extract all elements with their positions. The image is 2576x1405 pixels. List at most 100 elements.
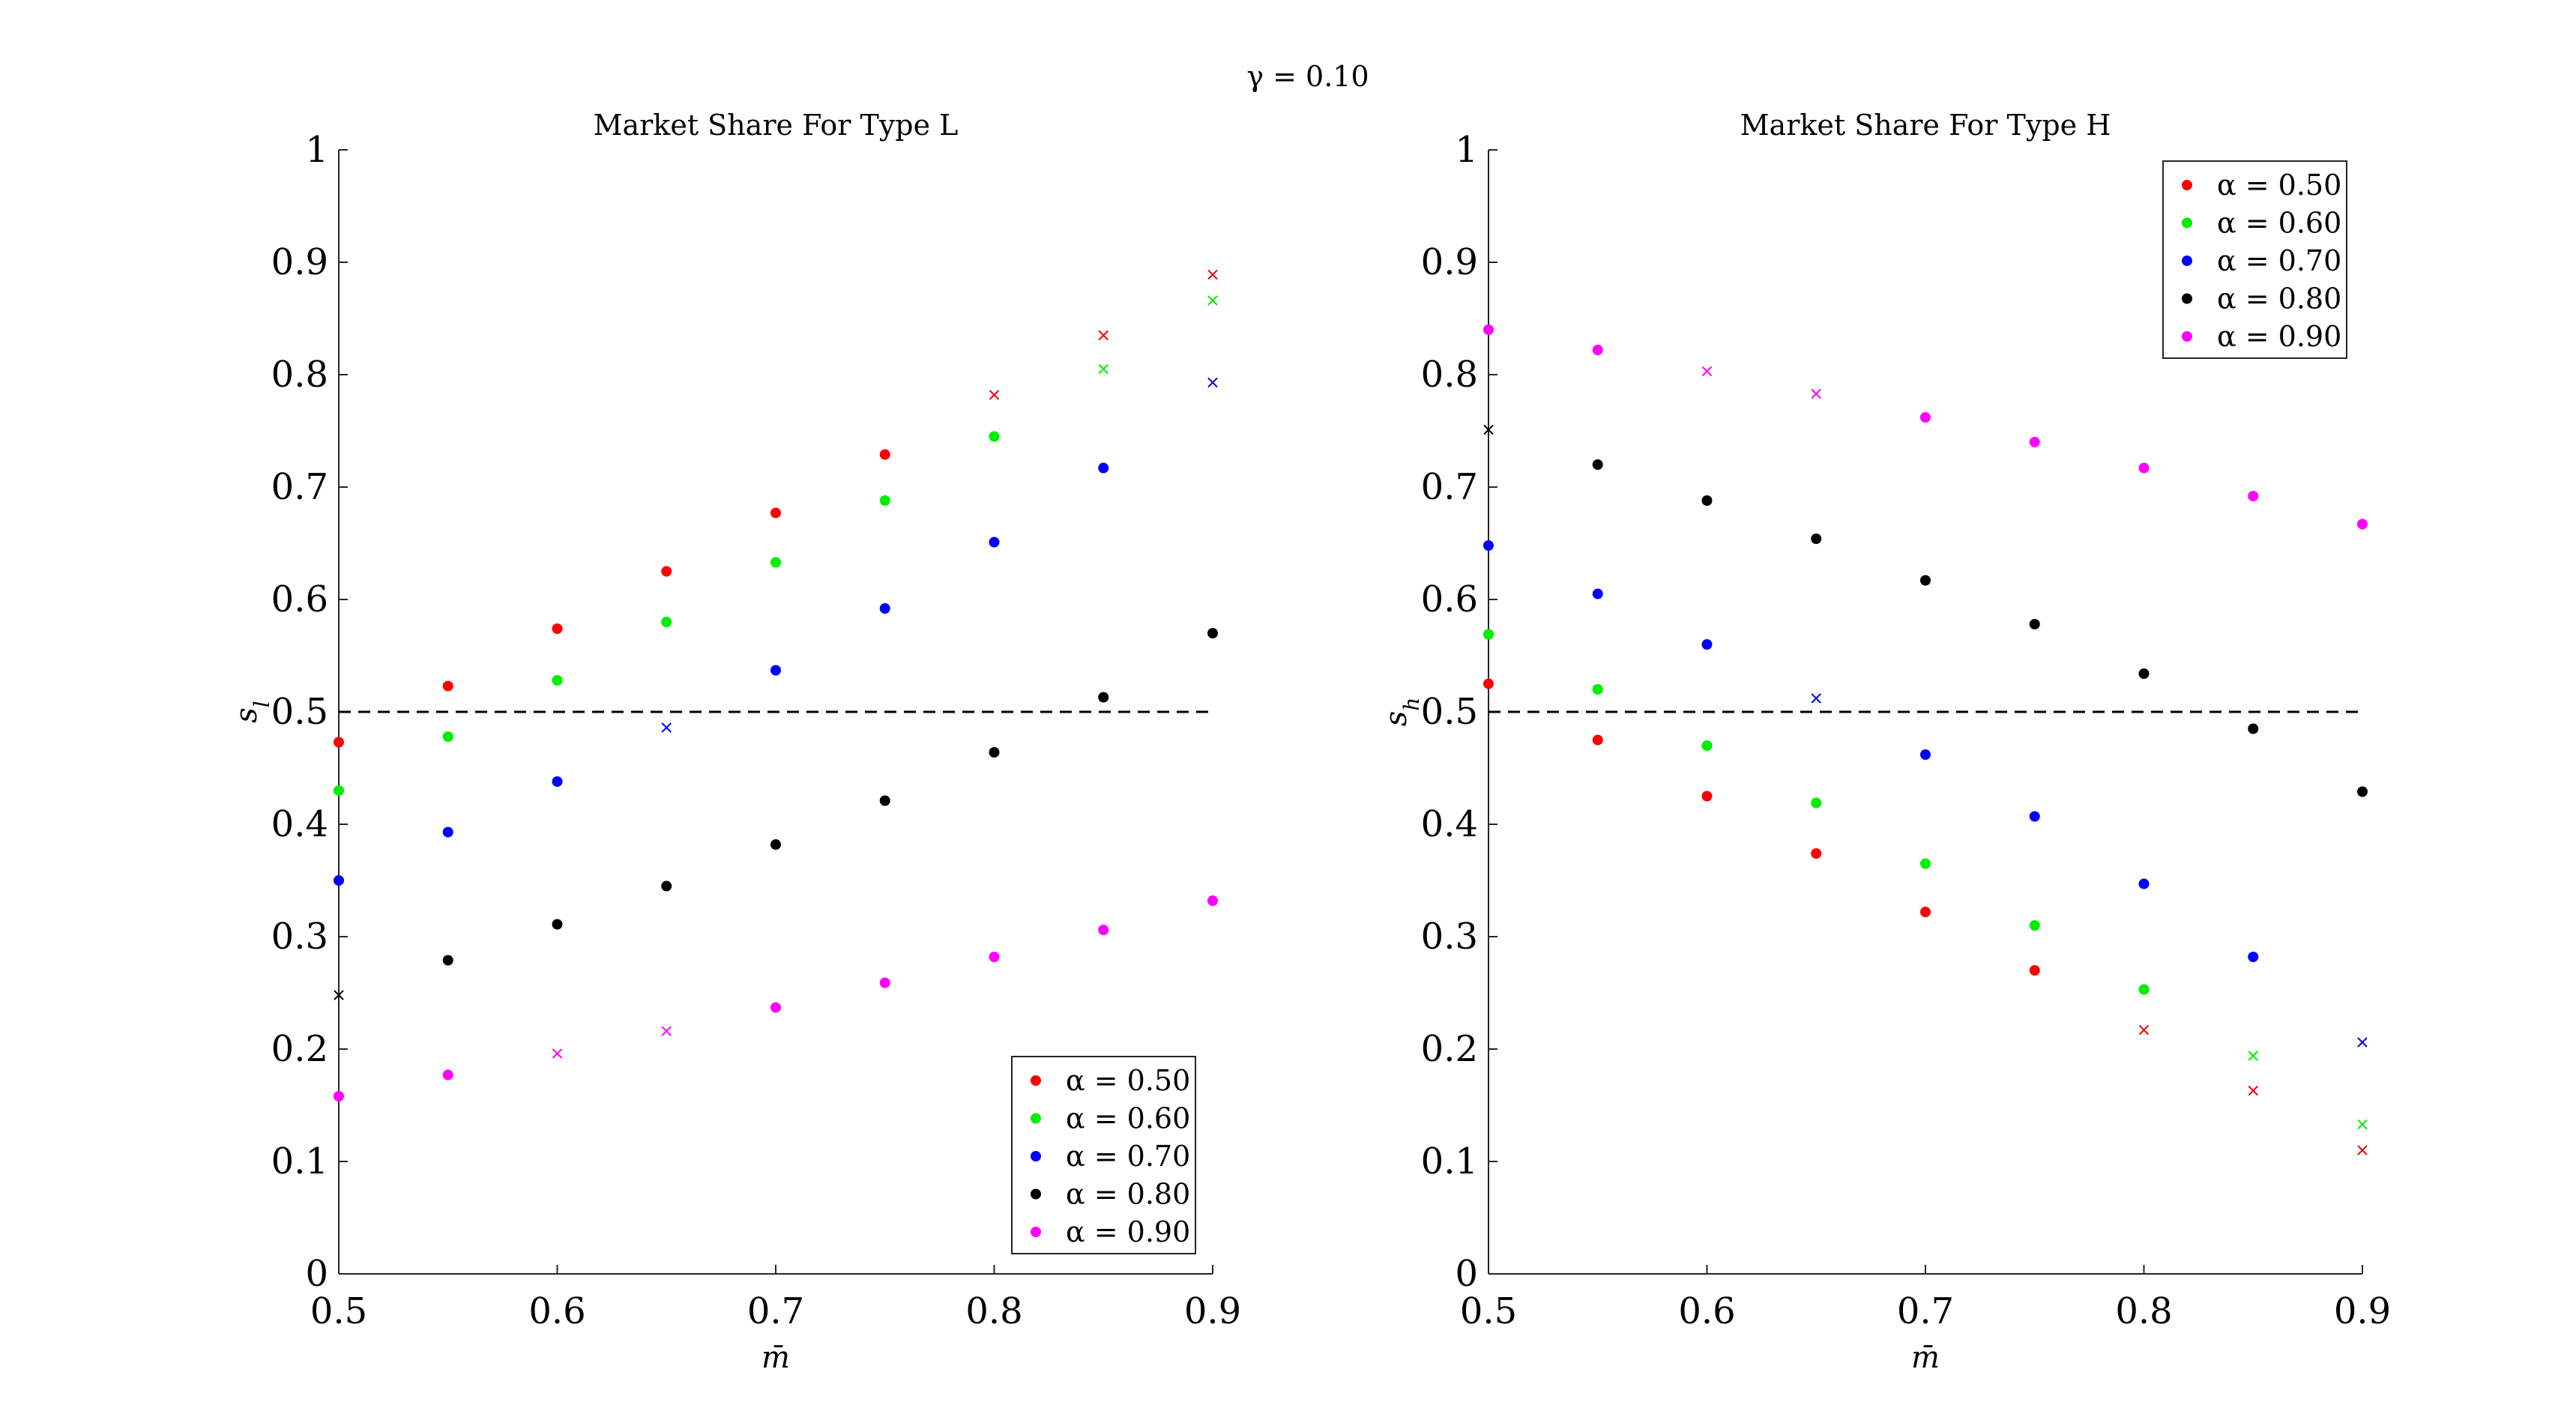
data-point [2248,491,2259,501]
x-tick-label: 0.5 [1460,1290,1517,1332]
y-tick-label: 0.1 [271,1140,328,1182]
data-point [2138,984,2150,995]
legend-marker [1031,1075,1041,1086]
data-point [2248,723,2259,734]
data-point [334,875,344,886]
data-point [1701,495,1713,506]
data-point-cross [2248,1085,2258,1096]
data-point-cross [661,722,672,733]
data-point [770,557,781,568]
data-point [1592,459,1603,470]
legend-marker [2182,217,2192,229]
y-tick-label: 0.5 [1421,691,1478,733]
legend-marker [2182,293,2192,304]
x-axis-label: m̄ [1911,1341,1940,1375]
data-point [442,1069,453,1081]
legend-marker [2182,256,2192,266]
x-axis-label: m̄ [761,1341,790,1375]
y-tick-label: 0.2 [271,1028,328,1070]
x-tick-label: 0.7 [1897,1290,1954,1332]
data-point-cross [2357,1119,2368,1130]
data-point [334,1091,344,1102]
y-tick-label: 0.3 [1421,916,1478,958]
data-point [770,665,781,676]
data-point [989,537,1000,548]
y-tick-label: 1 [1455,129,1478,171]
y-tick-label: 0.7 [271,466,328,508]
data-point-cross [1098,330,1108,341]
x-tick-label: 0.6 [1678,1290,1735,1332]
data-point [2357,786,2368,797]
data-point [1098,925,1109,935]
data-point [2029,437,2040,447]
data-point [1483,678,1494,689]
x-tick-label: 0.6 [528,1290,585,1332]
y-tick-label: 0 [1455,1253,1478,1295]
data-point [989,747,1000,758]
data-point [1920,749,1931,760]
data-point [879,603,890,614]
chart-title: Market Share For Type H [1740,109,2111,142]
data-point-cross [1701,366,1713,377]
legend-label: α = 0.90 [2217,320,2341,353]
x-tick-label: 0.9 [1184,1290,1241,1332]
data-point-cross [2357,1037,2368,1048]
data-point [552,919,563,930]
data-point-cross [1483,424,1494,435]
data-point [2029,965,2040,976]
data-point [1483,540,1494,551]
data-point [442,680,453,692]
data-point [1920,575,1931,586]
data-point [2138,668,2150,679]
legend-label: α = 0.50 [2217,169,2341,202]
legend-label: α = 0.80 [2217,282,2341,315]
data-point [1483,324,1494,335]
y-tick-label: 0.4 [271,803,328,845]
data-point [1592,345,1603,355]
figure-title: γ = 0.10 [1246,60,1369,93]
data-point [2248,952,2259,962]
data-point-cross [1207,295,1218,306]
y-tick-label: 0.8 [1421,354,1478,396]
data-point [1098,692,1109,703]
data-point [1920,858,1931,869]
data-point [770,839,781,850]
data-point-cross [661,1026,672,1036]
data-point [1701,791,1713,802]
data-point [552,623,563,634]
data-point [334,785,344,796]
data-point [1592,734,1603,746]
y-tick-label: 0.9 [1421,241,1478,283]
legend-marker [1031,1151,1041,1161]
data-point [1811,797,1822,809]
data-point [1098,462,1109,474]
data-point [1207,895,1218,906]
data-point [552,776,563,787]
x-tick-label: 0.9 [2334,1290,2391,1332]
legend-marker [1031,1227,1041,1237]
data-point-cross [1098,363,1108,375]
data-point-cross [2248,1051,2258,1061]
data-point-cross [1811,693,1821,704]
legend-label: α = 0.60 [1066,1102,1190,1135]
legend-marker [1031,1188,1041,1200]
x-tick-label: 0.8 [965,1290,1022,1332]
data-point [770,1002,781,1013]
legend-label: α = 0.50 [1066,1064,1190,1097]
y-tick-label: 0 [305,1253,328,1295]
y-tick-label: 1 [305,129,328,171]
data-point-cross [334,990,344,1000]
y-tick-label: 0.2 [1421,1028,1478,1070]
data-point-cross [1811,388,1821,399]
data-point [879,977,890,988]
data-point [1811,848,1822,859]
data-point [334,737,344,748]
data-point [552,675,563,686]
x-tick-label: 0.5 [310,1290,367,1332]
data-point [442,955,453,966]
legend-label: α = 0.80 [1066,1178,1190,1211]
data-point [1920,412,1931,423]
data-point [989,952,1000,962]
